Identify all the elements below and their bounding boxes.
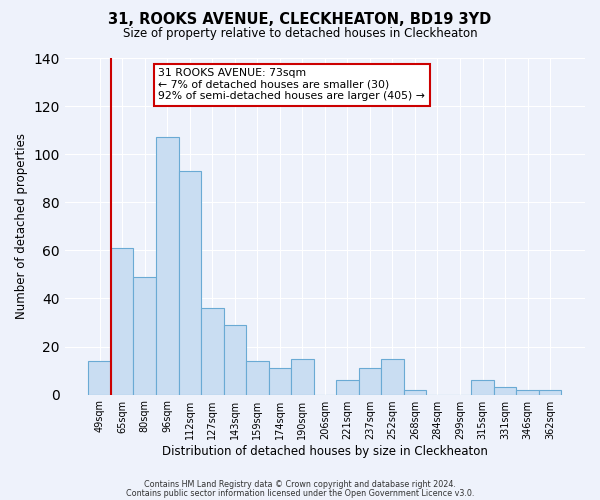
Text: Contains HM Land Registry data © Crown copyright and database right 2024.: Contains HM Land Registry data © Crown c… xyxy=(144,480,456,489)
Bar xyxy=(133,277,156,394)
Bar xyxy=(291,358,314,394)
Bar xyxy=(156,138,179,394)
Bar xyxy=(471,380,494,394)
Bar xyxy=(404,390,426,394)
Bar xyxy=(494,388,517,394)
X-axis label: Distribution of detached houses by size in Cleckheaton: Distribution of detached houses by size … xyxy=(162,444,488,458)
Bar xyxy=(246,361,269,394)
Bar xyxy=(88,361,111,394)
Y-axis label: Number of detached properties: Number of detached properties xyxy=(15,134,28,320)
Text: 31, ROOKS AVENUE, CLECKHEATON, BD19 3YD: 31, ROOKS AVENUE, CLECKHEATON, BD19 3YD xyxy=(109,12,491,28)
Bar xyxy=(111,248,133,394)
Bar xyxy=(269,368,291,394)
Bar xyxy=(381,358,404,394)
Bar xyxy=(201,308,224,394)
Text: 31 ROOKS AVENUE: 73sqm
← 7% of detached houses are smaller (30)
92% of semi-deta: 31 ROOKS AVENUE: 73sqm ← 7% of detached … xyxy=(158,68,425,102)
Bar xyxy=(224,325,246,394)
Bar xyxy=(179,171,201,394)
Text: Size of property relative to detached houses in Cleckheaton: Size of property relative to detached ho… xyxy=(122,28,478,40)
Bar xyxy=(359,368,381,394)
Bar xyxy=(539,390,562,394)
Bar xyxy=(517,390,539,394)
Bar xyxy=(336,380,359,394)
Text: Contains public sector information licensed under the Open Government Licence v3: Contains public sector information licen… xyxy=(126,488,474,498)
